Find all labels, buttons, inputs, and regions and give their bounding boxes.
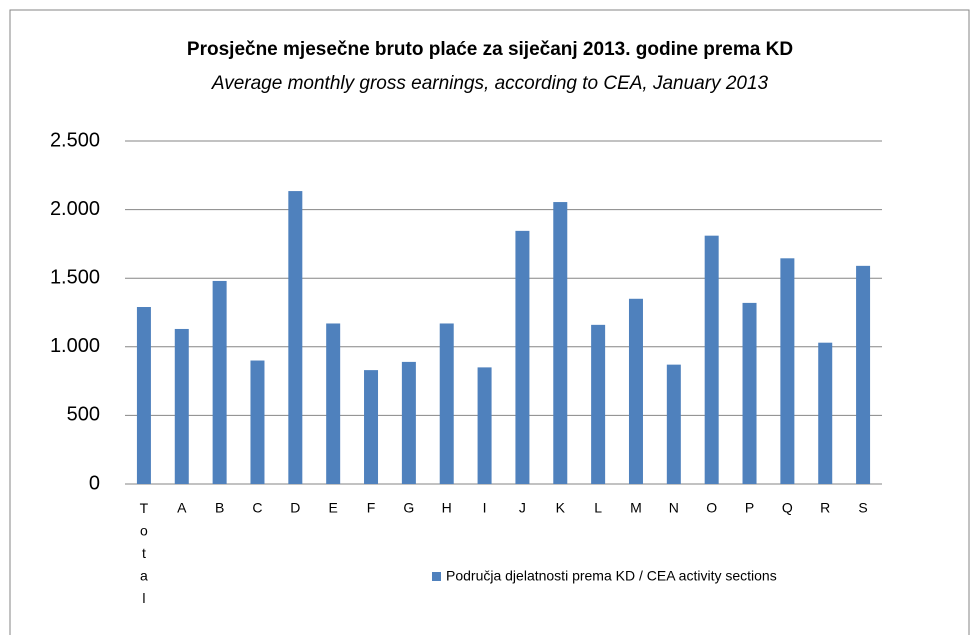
chart-border [9, 9, 970, 635]
x-tick-label: L [594, 500, 602, 516]
bar [818, 342, 833, 484]
chart-subtitle: Average monthly gross earnings, accordin… [211, 73, 769, 94]
bar [666, 364, 681, 484]
bar [477, 367, 492, 484]
bar [364, 370, 379, 484]
y-tick-label: 0 [89, 472, 100, 494]
legend-label: Područja djelatnosti prema KD / CEA acti… [446, 568, 777, 584]
y-tick-label: 500 [67, 404, 100, 426]
bar [212, 280, 227, 484]
x-tick-label: B [215, 500, 224, 516]
bar [401, 361, 416, 484]
bar [136, 307, 151, 484]
x-tick-label: C [252, 500, 262, 516]
y-tick-label: 1.500 [50, 266, 100, 288]
legend-swatch [432, 572, 441, 581]
chart-title: Prosječne mjesečne bruto plaće za siječa… [187, 39, 793, 60]
y-tick-label: 2.000 [50, 198, 100, 220]
x-tick-label: H [442, 500, 452, 516]
bar [326, 323, 341, 484]
bar [856, 265, 871, 484]
x-tick-label: D [290, 500, 300, 516]
y-tick-label: 1.000 [50, 335, 100, 357]
x-tick-label: R [820, 500, 830, 516]
x-tick-label: P [745, 500, 754, 516]
y-tick-label: 2.500 [50, 129, 100, 151]
x-tick-label: N [669, 500, 679, 516]
x-tick-label: M [630, 500, 642, 516]
bar [250, 360, 265, 484]
bar [553, 202, 568, 484]
x-tick-label: S [858, 500, 867, 516]
bar [628, 298, 643, 484]
x-tick-label: F [367, 500, 376, 516]
x-tick-label: O [706, 500, 717, 516]
x-tick-label: I [483, 500, 487, 516]
x-tick-label: Q [782, 500, 793, 516]
bar [780, 258, 795, 484]
x-tick-label: G [403, 500, 414, 516]
bar [704, 235, 719, 484]
bar [288, 191, 303, 484]
bar [439, 323, 454, 484]
bar [174, 328, 189, 484]
x-tick-label: E [329, 500, 338, 516]
x-tick-label: J [519, 500, 526, 516]
bar [591, 324, 606, 484]
bar [742, 302, 757, 484]
x-tick-label: K [556, 500, 566, 516]
bar [515, 230, 530, 484]
x-tick-label: A [177, 500, 187, 516]
